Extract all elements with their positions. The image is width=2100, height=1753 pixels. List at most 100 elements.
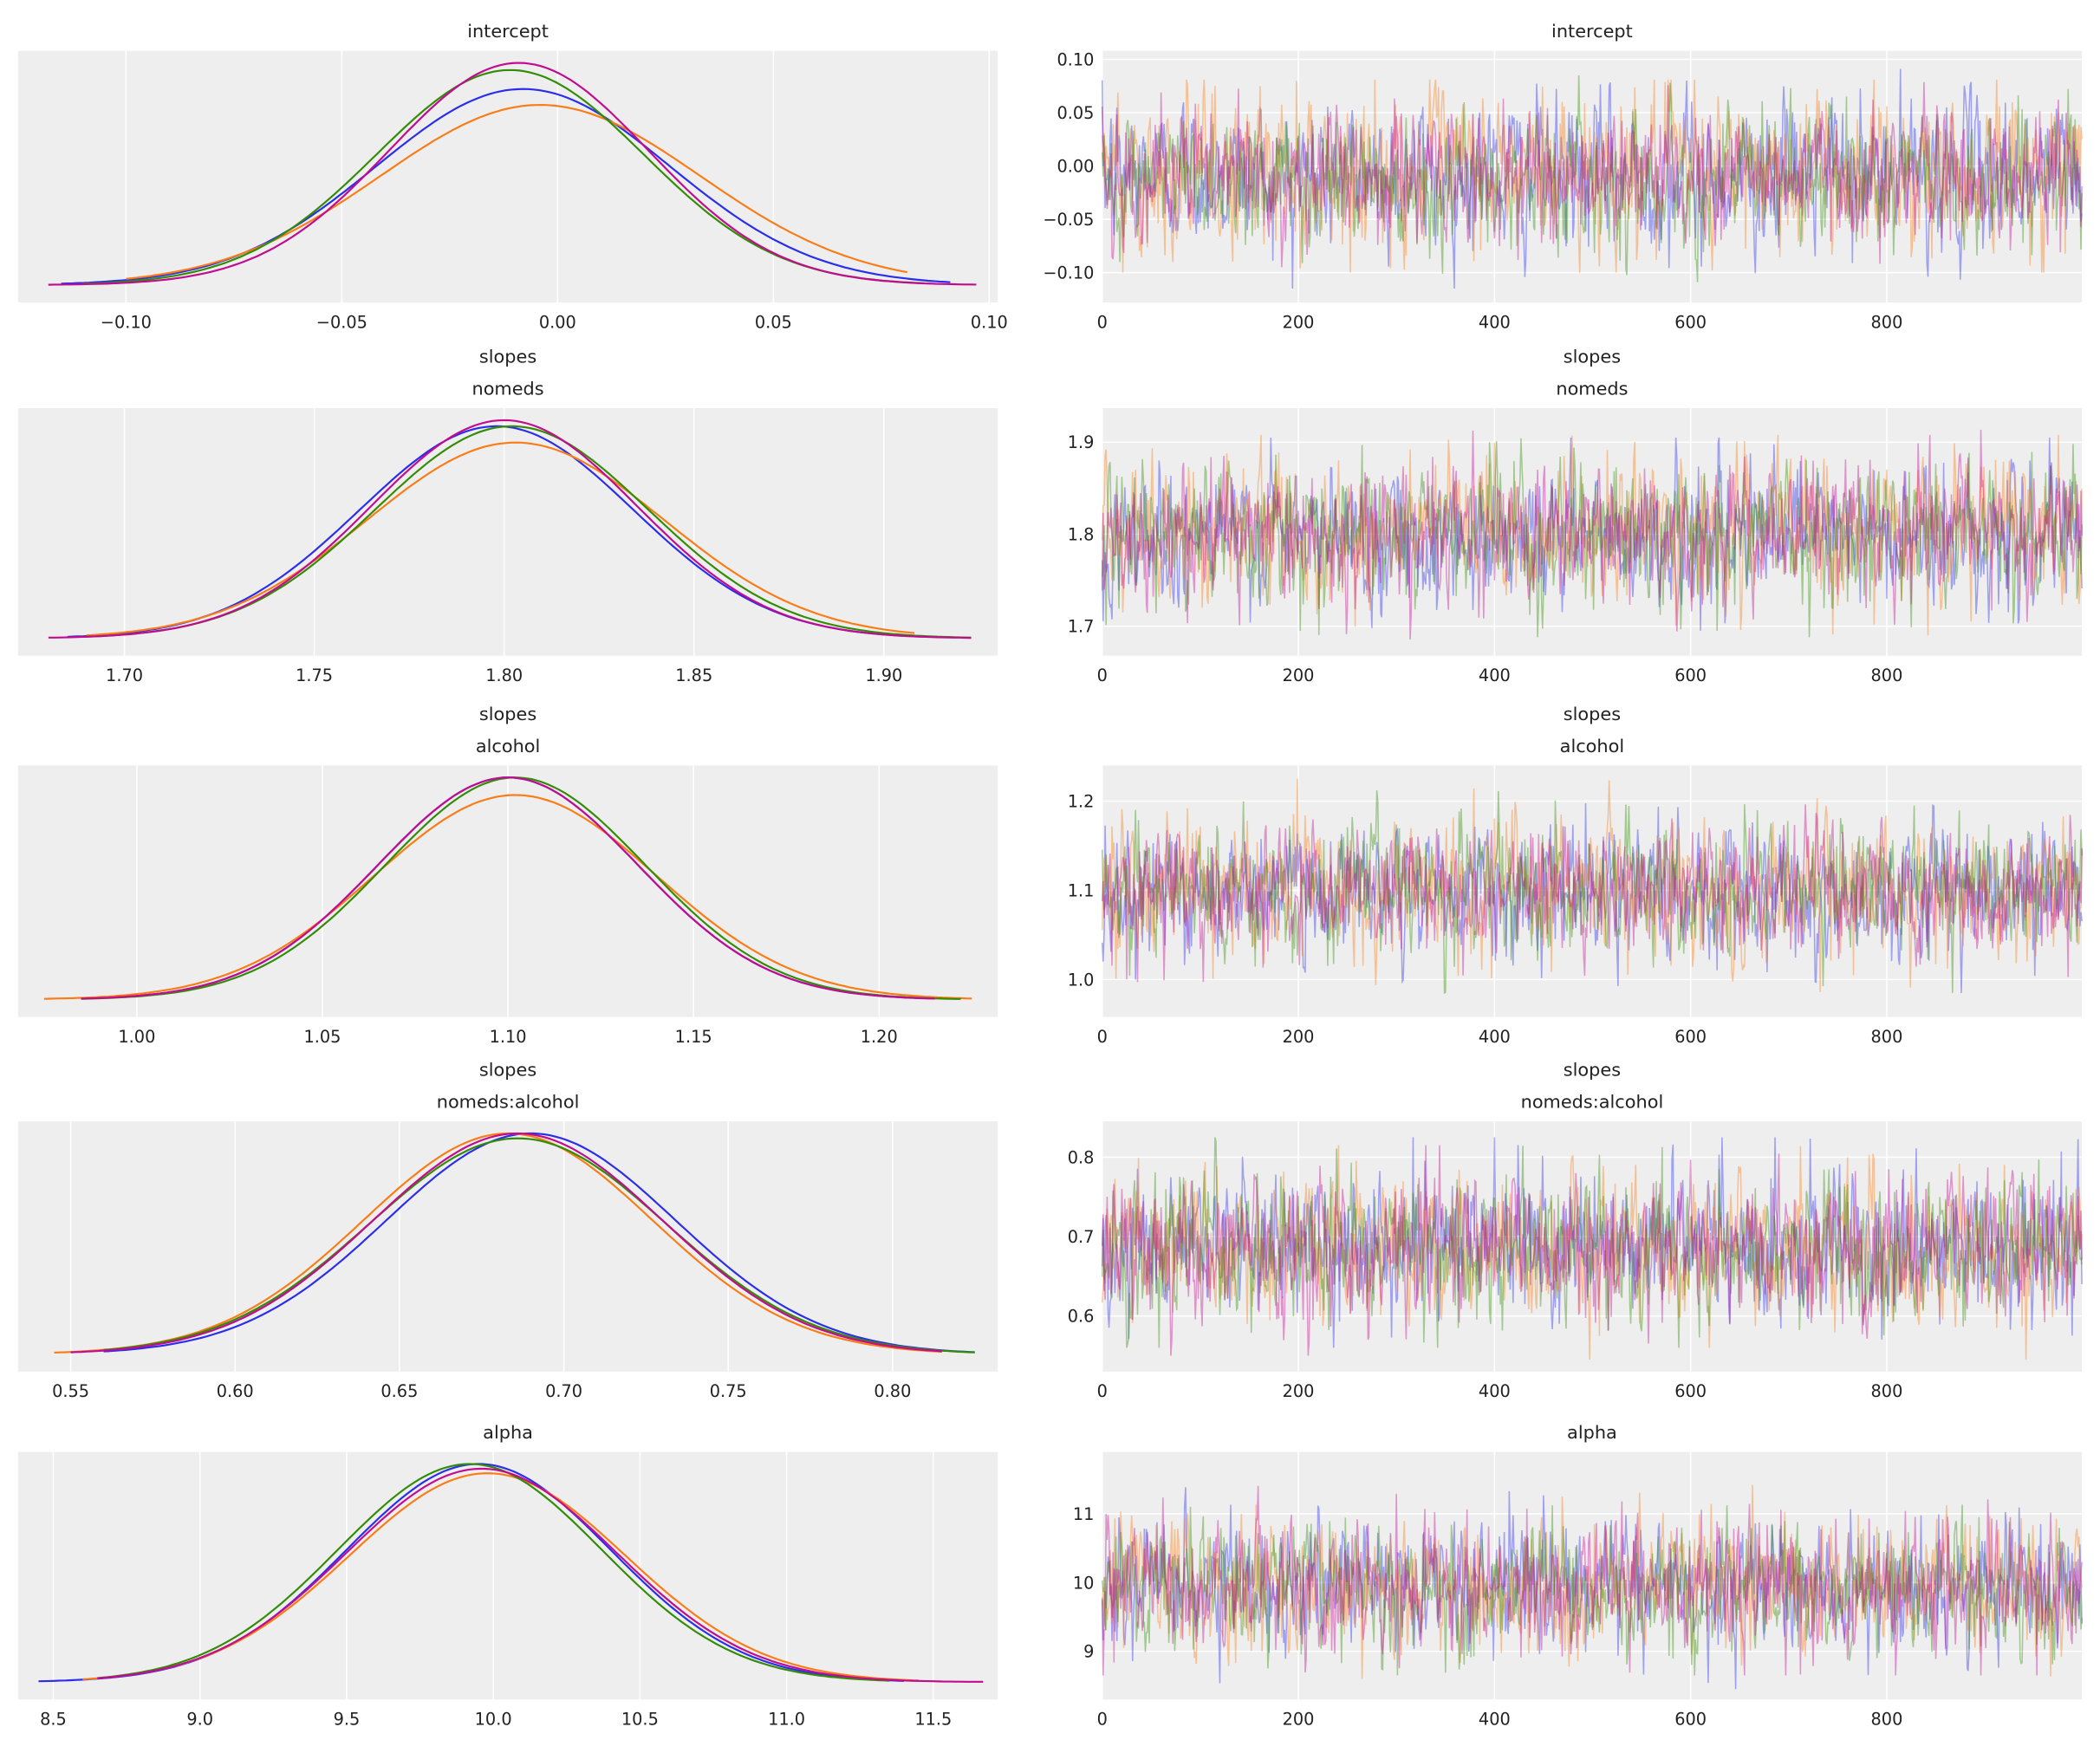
trace-line-chain-1 bbox=[1101, 778, 2083, 992]
density-curve-chain-0 bbox=[103, 1132, 975, 1354]
density-curve-chain-2 bbox=[97, 1463, 890, 1682]
density-xtick-label: 0.75 bbox=[710, 1381, 747, 1401]
trace-line-chain-2 bbox=[1101, 790, 2083, 995]
density-xtick-label: −0.10 bbox=[101, 312, 152, 332]
trace-xtick-label: 0 bbox=[1097, 1027, 1108, 1047]
trace-panel bbox=[1102, 50, 2083, 303]
trace-line-chain-3 bbox=[1101, 804, 2083, 983]
trace-line-chain-2 bbox=[1101, 1504, 2083, 1676]
trace-xtick-label: 600 bbox=[1674, 1710, 1707, 1730]
trace-xtick-label: 200 bbox=[1283, 1027, 1315, 1047]
trace-line-chain-0 bbox=[1101, 437, 2083, 631]
trace-title: nomeds:alcohol bbox=[1521, 1092, 1664, 1113]
density-panel bbox=[17, 1451, 998, 1700]
trace-title: nomeds bbox=[1556, 379, 1628, 399]
density-panel bbox=[17, 408, 998, 656]
density-xtick-label: 1.90 bbox=[865, 665, 902, 685]
density-title: intercept bbox=[467, 21, 549, 42]
density-xtick-label: 0.80 bbox=[874, 1381, 911, 1401]
trace-line-chain-1 bbox=[1101, 1145, 2083, 1360]
trace-ytick-label: 0.10 bbox=[1057, 49, 1094, 69]
trace-line-chain-2 bbox=[1101, 438, 2083, 638]
trace-line-chain-3 bbox=[1101, 429, 2083, 640]
density-xtick-label: 10.0 bbox=[475, 1710, 512, 1730]
trace-ytick-label: 1.9 bbox=[1068, 432, 1095, 452]
density-xtick-label: 11.0 bbox=[768, 1710, 805, 1730]
trace-xtick-label: 800 bbox=[1871, 1710, 1903, 1730]
density-xtick-label: 8.5 bbox=[40, 1710, 67, 1730]
trace-ytick-label: −0.05 bbox=[1043, 210, 1094, 230]
density-xtick-label: 1.80 bbox=[485, 665, 523, 685]
density-curve-chain-3 bbox=[48, 419, 972, 640]
density-xtick-label: 9.5 bbox=[334, 1710, 361, 1730]
density-xtick-label: 1.10 bbox=[490, 1027, 527, 1047]
trace-xtick-label: 200 bbox=[1283, 665, 1315, 685]
density-xtick-label: −0.05 bbox=[316, 312, 367, 332]
trace-line-chain-3 bbox=[1101, 1145, 2083, 1356]
density-xtick-label: 0.60 bbox=[217, 1381, 254, 1401]
density-title: slopes bbox=[479, 1060, 536, 1081]
trace-ytick-label: 1.7 bbox=[1068, 617, 1095, 637]
trace-xtick-label: 400 bbox=[1479, 1710, 1511, 1730]
trace-xtick-label: 400 bbox=[1479, 1027, 1511, 1047]
variable-row-4: alpha alpha 8.5 9.0 9.5 10.0 10.5 11.0 11.5 0 200 4… bbox=[17, 1422, 2083, 1730]
variable-row-0: intercept intercept −0.10 −0.05 0.00 0.05 0.10… bbox=[17, 21, 2083, 332]
trace-title: slopes bbox=[1564, 1060, 1621, 1081]
trace-xtick-label: 200 bbox=[1283, 312, 1315, 332]
variable-row-3: slopes nomeds:alcohol slopes nomeds:alcohol… bbox=[17, 1060, 2083, 1401]
density-xtick-label: 10.5 bbox=[621, 1710, 659, 1730]
trace-xtick-label: 0 bbox=[1097, 1710, 1108, 1730]
density-xtick-label: 1.00 bbox=[118, 1027, 155, 1047]
trace-xtick-label: 200 bbox=[1283, 1710, 1315, 1730]
density-panel bbox=[17, 1121, 998, 1372]
trace-line-chain-0 bbox=[1101, 802, 2083, 993]
trace-line-chain-1 bbox=[1101, 79, 2083, 273]
trace-xtick-label: 600 bbox=[1674, 1027, 1707, 1047]
trace-xtick-label: 0 bbox=[1097, 312, 1108, 332]
trace-xtick-label: 600 bbox=[1674, 665, 1707, 685]
trace-line-chain-3 bbox=[1101, 81, 2083, 268]
trace-xtick-label: 0 bbox=[1097, 665, 1108, 685]
density-panel bbox=[17, 50, 998, 303]
density-curve-chain-1 bbox=[126, 103, 907, 280]
trace-xtick-label: 600 bbox=[1674, 312, 1707, 332]
density-title: nomeds:alcohol bbox=[437, 1092, 580, 1113]
density-xtick-label: 0.05 bbox=[755, 312, 792, 332]
density-xtick-label: 11.5 bbox=[914, 1710, 952, 1730]
density-curve-chain-3 bbox=[81, 776, 935, 1000]
density-xtick-label: 9.0 bbox=[186, 1710, 213, 1730]
density-xtick-label: 1.70 bbox=[106, 665, 143, 685]
trace-ytick-label: −0.10 bbox=[1043, 263, 1094, 283]
trace-line-chain-2 bbox=[1101, 75, 2083, 282]
density-xtick-label: 0.00 bbox=[539, 312, 576, 332]
density-xtick-label: 1.85 bbox=[675, 665, 712, 685]
density-xtick-label: 0.10 bbox=[971, 312, 1008, 332]
trace-line-chain-2 bbox=[1101, 1137, 2083, 1348]
trace-ytick-label: 0.8 bbox=[1068, 1147, 1095, 1167]
trace-title: alcohol bbox=[1560, 736, 1624, 756]
density-title: slopes bbox=[479, 346, 536, 367]
trace-ytick-label: 0.6 bbox=[1068, 1307, 1095, 1327]
trace-xtick-label: 400 bbox=[1479, 1381, 1511, 1401]
density-curve-chain-2 bbox=[103, 1137, 975, 1354]
density-xtick-label: 1.15 bbox=[675, 1027, 712, 1047]
density-xtick-label: 0.65 bbox=[380, 1381, 418, 1401]
density-title: nomeds bbox=[472, 379, 544, 399]
density-curve-chain-3 bbox=[97, 1467, 984, 1683]
trace-line-chain-3 bbox=[1101, 1485, 2083, 1676]
trace-line-chain-0 bbox=[1101, 68, 2083, 289]
trace-line-chain-0 bbox=[1101, 1137, 2083, 1348]
trace-ytick-label: 9 bbox=[1083, 1642, 1094, 1662]
density-xtick-label: 1.05 bbox=[303, 1027, 341, 1047]
trace-ytick-label: 1.2 bbox=[1068, 791, 1095, 811]
trace-title: alpha bbox=[1567, 1422, 1617, 1443]
trace-title: intercept bbox=[1551, 21, 1633, 42]
density-curve-chain-0 bbox=[61, 88, 951, 285]
density-curve-chain-1 bbox=[43, 794, 972, 1000]
trace-panel bbox=[1102, 765, 2083, 1017]
trace-ytick-label: 1.1 bbox=[1068, 880, 1095, 900]
trace-xtick-label: 800 bbox=[1871, 1381, 1903, 1401]
